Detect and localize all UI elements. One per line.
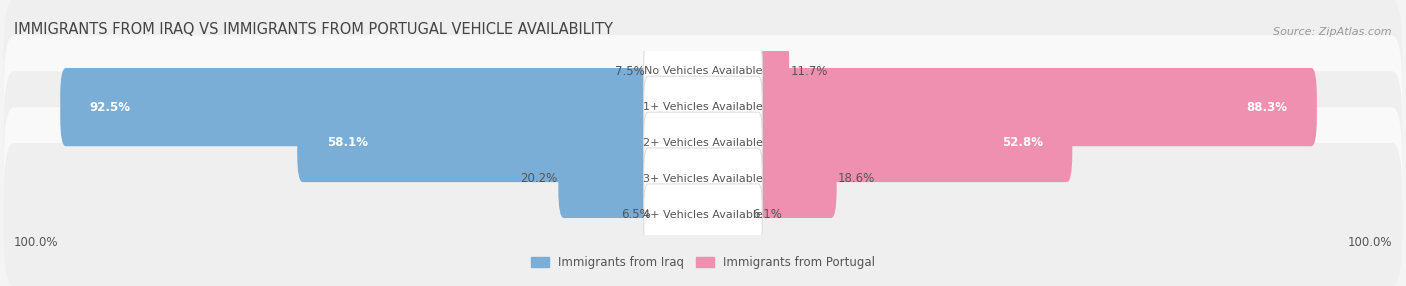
FancyBboxPatch shape [697,104,1073,182]
Text: No Vehicles Available: No Vehicles Available [644,66,762,76]
FancyBboxPatch shape [60,68,709,146]
Text: 88.3%: 88.3% [1246,101,1288,114]
Text: 11.7%: 11.7% [790,65,828,78]
FancyBboxPatch shape [645,32,709,110]
FancyBboxPatch shape [697,140,837,218]
FancyBboxPatch shape [644,148,762,210]
FancyBboxPatch shape [558,140,709,218]
Text: 100.0%: 100.0% [14,236,59,249]
Text: 3+ Vehicles Available: 3+ Vehicles Available [643,174,763,184]
FancyBboxPatch shape [4,143,1402,286]
FancyBboxPatch shape [4,0,1402,143]
FancyBboxPatch shape [697,176,751,254]
FancyBboxPatch shape [697,68,1317,146]
Text: 58.1%: 58.1% [326,136,368,150]
FancyBboxPatch shape [644,184,762,246]
Legend: Immigrants from Iraq, Immigrants from Portugal: Immigrants from Iraq, Immigrants from Po… [531,256,875,269]
FancyBboxPatch shape [4,35,1402,179]
FancyBboxPatch shape [652,176,709,254]
FancyBboxPatch shape [644,112,762,174]
Text: 4+ Vehicles Available: 4+ Vehicles Available [643,210,763,220]
Text: 100.0%: 100.0% [1347,236,1392,249]
FancyBboxPatch shape [644,76,762,138]
FancyBboxPatch shape [297,104,709,182]
FancyBboxPatch shape [4,107,1402,251]
Text: 92.5%: 92.5% [90,101,131,114]
Text: 6.1%: 6.1% [752,208,782,221]
Text: 20.2%: 20.2% [520,172,557,185]
Text: 52.8%: 52.8% [1001,136,1043,150]
Text: IMMIGRANTS FROM IRAQ VS IMMIGRANTS FROM PORTUGAL VEHICLE AVAILABILITY: IMMIGRANTS FROM IRAQ VS IMMIGRANTS FROM … [14,22,613,37]
Text: Source: ZipAtlas.com: Source: ZipAtlas.com [1274,27,1392,37]
Text: 6.5%: 6.5% [621,208,651,221]
Text: 7.5%: 7.5% [614,65,644,78]
Text: 18.6%: 18.6% [838,172,876,185]
FancyBboxPatch shape [644,40,762,102]
Text: 1+ Vehicles Available: 1+ Vehicles Available [643,102,763,112]
Text: 2+ Vehicles Available: 2+ Vehicles Available [643,138,763,148]
FancyBboxPatch shape [4,71,1402,215]
FancyBboxPatch shape [697,32,789,110]
